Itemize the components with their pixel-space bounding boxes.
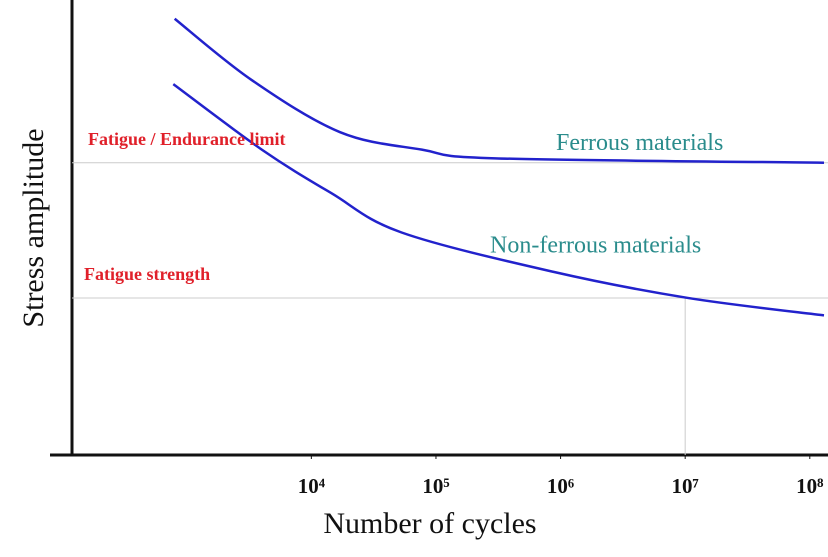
series-label: Non-ferrous materials [490, 233, 701, 259]
annotation: Fatigue / Endurance limit [88, 129, 286, 149]
x-tick-label: 10⁸ [796, 474, 823, 498]
series-label: Ferrous materials [556, 130, 723, 156]
y-axis-title: Stress amplitude [17, 128, 50, 327]
x-tick-label: 10⁴ [298, 474, 326, 498]
curve [173, 17, 825, 164]
annotation: Fatigue strength [84, 264, 210, 284]
x-tick-label: 10⁶ [547, 474, 574, 498]
x-axis-title: Number of cycles [323, 507, 536, 540]
curve [172, 83, 825, 317]
x-tick-label: 10⁷ [672, 474, 699, 498]
x-tick-label: 10⁵ [422, 474, 449, 498]
